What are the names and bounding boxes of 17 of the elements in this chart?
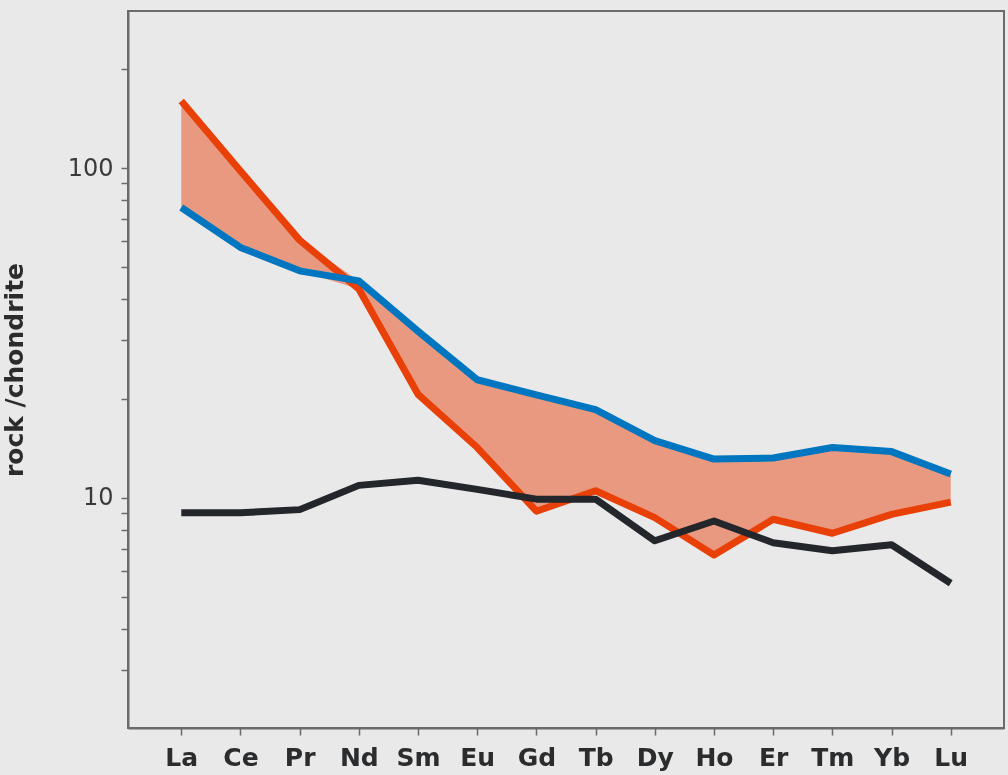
y-tick-label: 10 [82,483,114,512]
x-tick-label: Gd [517,742,557,772]
x-tick-label: Eu [460,742,496,772]
y-axis-title: rock /chondrite [0,262,29,478]
x-tick-label: Dy [636,742,674,772]
x-tick-label: Lu [934,742,969,772]
x-tick-label: Nd [339,742,379,772]
y-tick-label: 100 [67,153,114,182]
x-tick-label: Pr [284,742,317,772]
x-tick-label: Tm [811,742,855,772]
x-tick-label: Sm [396,742,441,772]
x-tick-label: La [165,742,199,772]
x-tick-label: Tb [578,742,614,772]
x-tick-label: Er [758,742,790,772]
x-tick-label: Ce [223,742,259,772]
x-tick-label: Yb [873,742,911,772]
x-tick-label: Ho [695,742,734,772]
